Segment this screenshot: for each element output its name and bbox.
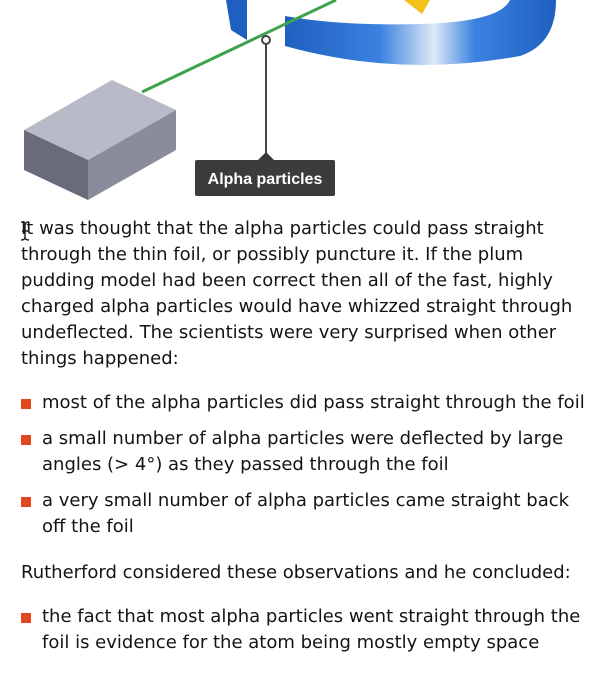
label-box bbox=[195, 160, 335, 196]
list-item: a small number of alpha particles were d… bbox=[21, 426, 593, 478]
intro-paragraph: It was thought that the alpha particles … bbox=[21, 218, 573, 369]
text-cursor-icon bbox=[20, 221, 30, 241]
conclusion-text: the fact that most alpha particles went … bbox=[42, 606, 581, 653]
article-content: It was thought that the alpha particles … bbox=[21, 216, 593, 676]
alpha-beam-line bbox=[141, 0, 337, 94]
bullet-square-icon bbox=[21, 497, 31, 507]
conclusions-list: the fact that most alpha particles went … bbox=[21, 604, 593, 656]
alpha-scattering-diagram: Alpha particles bbox=[24, 0, 556, 200]
observations-list: most of the alpha particles did pass str… bbox=[21, 390, 593, 540]
alpha-particles-label: Alpha particles bbox=[208, 171, 323, 188]
bullet-square-icon bbox=[21, 399, 31, 409]
label-pointer-dot bbox=[261, 35, 271, 45]
list-item: most of the alpha particles did pass str… bbox=[21, 390, 593, 416]
alpha-source-box bbox=[24, 80, 176, 200]
bullet-square-icon bbox=[21, 435, 31, 445]
gold-foil bbox=[404, 0, 430, 14]
bullet-square-icon bbox=[21, 613, 31, 623]
list-item: the fact that most alpha particles went … bbox=[21, 604, 593, 656]
label-box-pointer bbox=[258, 152, 274, 160]
observation-text: a very small number of alpha particles c… bbox=[42, 490, 570, 537]
observation-text: a small number of alpha particles were d… bbox=[42, 428, 564, 475]
observation-text: most of the alpha particles did pass str… bbox=[42, 392, 585, 413]
detector-ring-left-segment bbox=[226, 0, 247, 40]
list-item: a very small number of alpha particles c… bbox=[21, 488, 593, 540]
detector-ring-segment bbox=[285, 0, 556, 65]
conclusion-intro-paragraph: Rutherford considered these observations… bbox=[21, 562, 571, 583]
